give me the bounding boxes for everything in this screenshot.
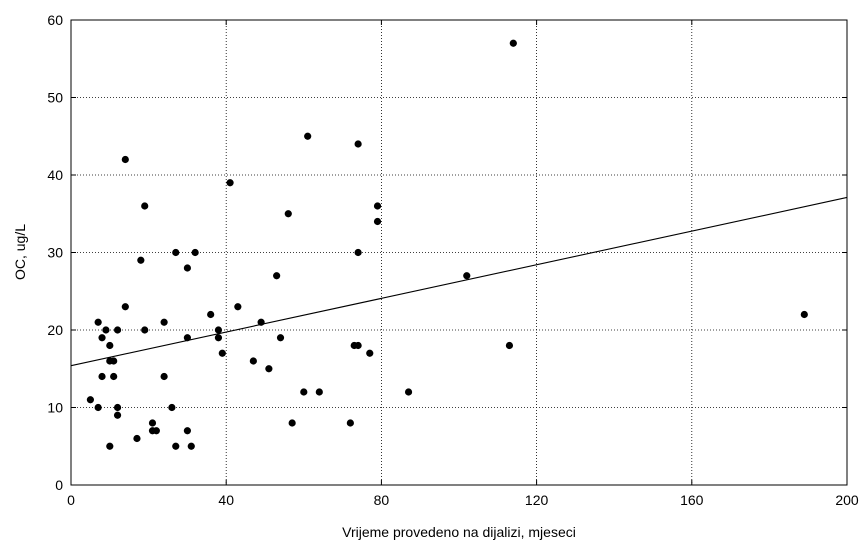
data-point: [133, 434, 141, 443]
data-point: [86, 396, 94, 404]
data-point: [152, 427, 160, 435]
y-tick-label: 60: [47, 12, 63, 28]
y-tick-label: 20: [47, 322, 63, 338]
data-point: [214, 334, 223, 342]
axis-ticks: [70, 19, 848, 486]
data-point: [141, 202, 149, 210]
data-point: [187, 442, 195, 450]
y-axis-label: OC, ug/L: [12, 224, 28, 280]
data-point: [404, 388, 413, 396]
data-point: [183, 334, 191, 342]
data-point: [273, 272, 281, 280]
data-point: [354, 248, 362, 257]
x-tick-label: 40: [218, 492, 234, 508]
data-point: [183, 427, 191, 435]
data-point: [288, 419, 296, 427]
data-point: [106, 341, 114, 350]
x-tick-label: 160: [680, 492, 704, 508]
data-point: [265, 365, 273, 373]
data-point: [509, 39, 517, 47]
data-point: [110, 372, 118, 381]
data-point: [257, 318, 265, 326]
data-point: [214, 326, 223, 334]
x-tick-label: 120: [525, 492, 549, 508]
data-point: [300, 388, 308, 396]
data-point: [366, 349, 374, 357]
y-tick-labels: 0 10 20 30 40 50 60: [47, 12, 63, 493]
data-point: [168, 403, 176, 412]
data-point: [148, 419, 157, 427]
data-point: [346, 419, 354, 427]
data-point: [304, 132, 312, 140]
x-tick-label: 80: [374, 492, 390, 508]
data-point: [94, 318, 102, 326]
grid-lines: [71, 20, 847, 485]
data-point: [113, 411, 122, 419]
data-point: [218, 349, 226, 357]
data-point: [354, 341, 362, 350]
data-point: [172, 248, 180, 257]
data-point: [160, 318, 168, 326]
data-point: [191, 248, 199, 257]
data-point: [141, 326, 149, 334]
x-tick-label: 200: [835, 492, 859, 508]
data-point: [284, 210, 292, 218]
data-point: [137, 256, 145, 264]
data-point: [102, 326, 110, 334]
regression-line: [70, 196, 848, 367]
x-tick-labels: 0 40 80 120 160 200: [67, 492, 859, 508]
data-point: [276, 334, 285, 342]
x-tick-label: 0: [67, 492, 75, 508]
y-tick-label: 0: [55, 477, 63, 493]
data-point: [315, 388, 323, 396]
data-point: [207, 310, 215, 319]
data-point: [98, 372, 106, 381]
scatter-points: [86, 39, 808, 450]
data-point: [373, 217, 382, 226]
y-tick-label: 30: [47, 245, 63, 261]
data-point: [183, 264, 191, 272]
y-tick-label: 50: [47, 90, 63, 106]
data-point: [234, 303, 242, 311]
data-point: [172, 442, 180, 450]
data-point: [113, 403, 122, 412]
data-point: [110, 357, 118, 365]
plot-frame: [70, 19, 848, 486]
x-axis-label: Vrijeme provedeno na dijalizi, mjeseci: [342, 524, 576, 540]
data-point: [113, 326, 122, 334]
data-point: [505, 341, 514, 350]
data-point: [373, 202, 382, 210]
data-point: [121, 155, 129, 164]
data-point: [354, 140, 362, 148]
data-point: [226, 179, 234, 187]
data-point: [94, 403, 102, 412]
data-point: [98, 334, 106, 342]
data-point: [249, 357, 257, 365]
data-point: [800, 310, 808, 319]
data-point: [463, 272, 471, 280]
y-tick-label: 10: [47, 400, 63, 416]
data-point: [160, 372, 168, 381]
data-point: [121, 303, 129, 311]
y-tick-label: 40: [47, 167, 63, 183]
data-point: [106, 442, 114, 450]
